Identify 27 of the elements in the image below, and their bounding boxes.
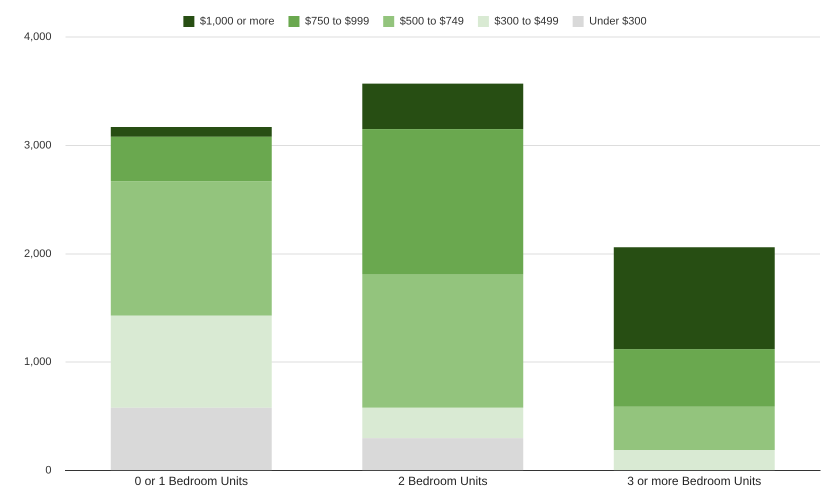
bar: [362, 408, 524, 438]
y-tick-label: 0: [45, 464, 52, 477]
bar: [362, 274, 524, 408]
bar: [110, 316, 272, 408]
y-tick-label: 3,000: [24, 139, 52, 152]
y-tick-label: 1,000: [24, 356, 52, 368]
bar: [614, 406, 775, 450]
x-tick-label: 3 or more Bedroom Units: [627, 474, 762, 488]
bar: [362, 129, 524, 274]
x-tick-label: 0 or 1 Bedroom Units: [134, 474, 248, 488]
legend-label: $750 to $999: [304, 16, 370, 28]
bar: [614, 247, 775, 350]
bar: [614, 450, 775, 470]
legend-label: $500 to $749: [400, 16, 464, 28]
legend-label: $1,000 or more: [200, 16, 274, 28]
bar: [614, 349, 775, 407]
bar: [110, 181, 272, 316]
legend-label: $300 to $499: [494, 16, 559, 28]
y-tick-label: 2,000: [24, 248, 52, 260]
bar: [110, 408, 272, 470]
x-tick-label: 2 Bedroom Units: [398, 474, 488, 488]
legend-label: Under $300: [589, 16, 647, 28]
bar: [110, 126, 272, 137]
bar: [362, 438, 524, 470]
y-tick-label: 4,000: [24, 31, 52, 44]
bar: [110, 136, 272, 182]
bar: [362, 84, 524, 130]
